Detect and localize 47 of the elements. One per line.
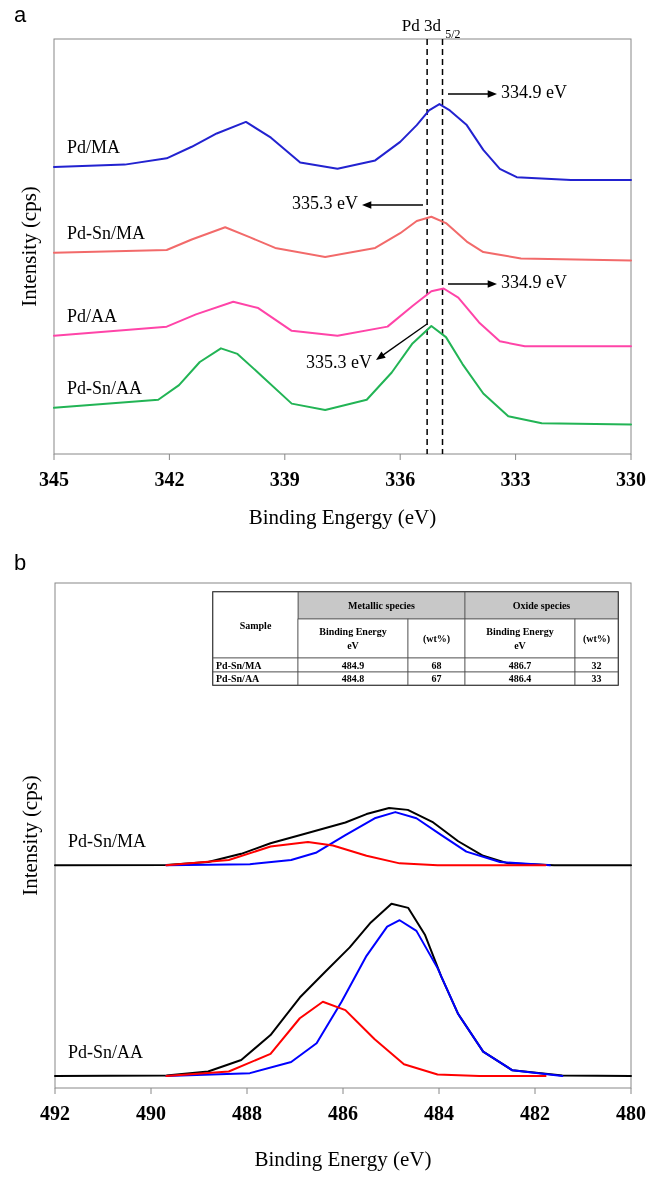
series-label: Pd-Sn/AA [67,377,143,398]
x-tick-label: 336 [385,468,416,490]
series-label: Pd-Sn/MA [68,831,147,852]
text: 486.4 [508,673,532,684]
text: Oxide species [512,600,571,611]
x-tick-label: 333 [500,468,531,490]
text: Pd-Sn/AA [216,673,261,684]
chart-title: a [14,2,27,27]
series-label: Pd/AA [67,305,118,326]
text: 33 [591,673,602,684]
text: 67 [431,673,442,684]
text: (wt%) [422,633,451,645]
text: 484.9 [341,659,365,671]
x-axis-title: Binding Engergy (eV) [248,505,437,529]
text: 486.7 [508,659,532,671]
x-tick-label: 339 [269,468,300,490]
series-label: Pd/MA [67,137,121,158]
text: 334.9 eV [501,82,567,103]
text: Sample [239,619,272,631]
y-axis-title: Intensity (cps) [17,186,41,307]
x-tick-label: 484 [424,1102,454,1124]
series-label: Pd-Sn/AA [68,1041,144,1062]
annotation: 335.3 eV [306,352,372,373]
text: Binding Energy eV [319,626,387,651]
x-tick-label: 488 [232,1102,262,1124]
x-tick-label: 482 [520,1102,550,1124]
ref-line-label: Pd 3d $_{5/2}$ [401,16,461,41]
x-tick-label: 345 [39,468,69,490]
series-label: Pd-Sn/MA [67,222,146,243]
x-tick-label: 480 [616,1102,646,1124]
x-tick-label: 342 [154,468,185,490]
x-axis-title: Binding Energy (eV) [254,1147,432,1171]
text: Binding Energy eV [486,626,554,651]
chart-title: b [14,550,27,575]
annotation: 334.9 eV [501,272,567,293]
text: 32 [591,659,602,671]
x-tick-label: 490 [136,1102,166,1124]
x-tick-label: 486 [328,1102,358,1124]
text: 68 [431,659,442,671]
x-tick-label: 492 [40,1102,70,1124]
text: Metallic species [348,600,416,611]
text: (wt%) [582,633,611,645]
text: Pd-Sn/MA [216,659,263,671]
annotation: 335.3 eV [292,193,358,214]
y-axis-title: Intensity (cps) [18,775,42,896]
text: 484.8 [341,673,365,684]
x-tick-label: 330 [616,468,646,490]
